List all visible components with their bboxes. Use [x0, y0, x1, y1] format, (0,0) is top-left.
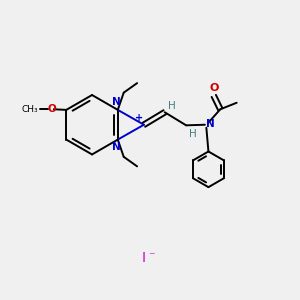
Text: O: O: [209, 83, 218, 93]
Text: H: H: [188, 129, 196, 139]
Text: +: +: [134, 113, 142, 123]
Text: N: N: [112, 142, 121, 152]
Text: CH₃: CH₃: [21, 105, 38, 114]
Text: H: H: [168, 101, 176, 111]
Text: I: I: [142, 251, 146, 266]
Text: N: N: [206, 119, 215, 129]
Text: ⁻: ⁻: [148, 250, 155, 263]
Text: N: N: [112, 98, 121, 107]
Text: O: O: [47, 104, 56, 114]
